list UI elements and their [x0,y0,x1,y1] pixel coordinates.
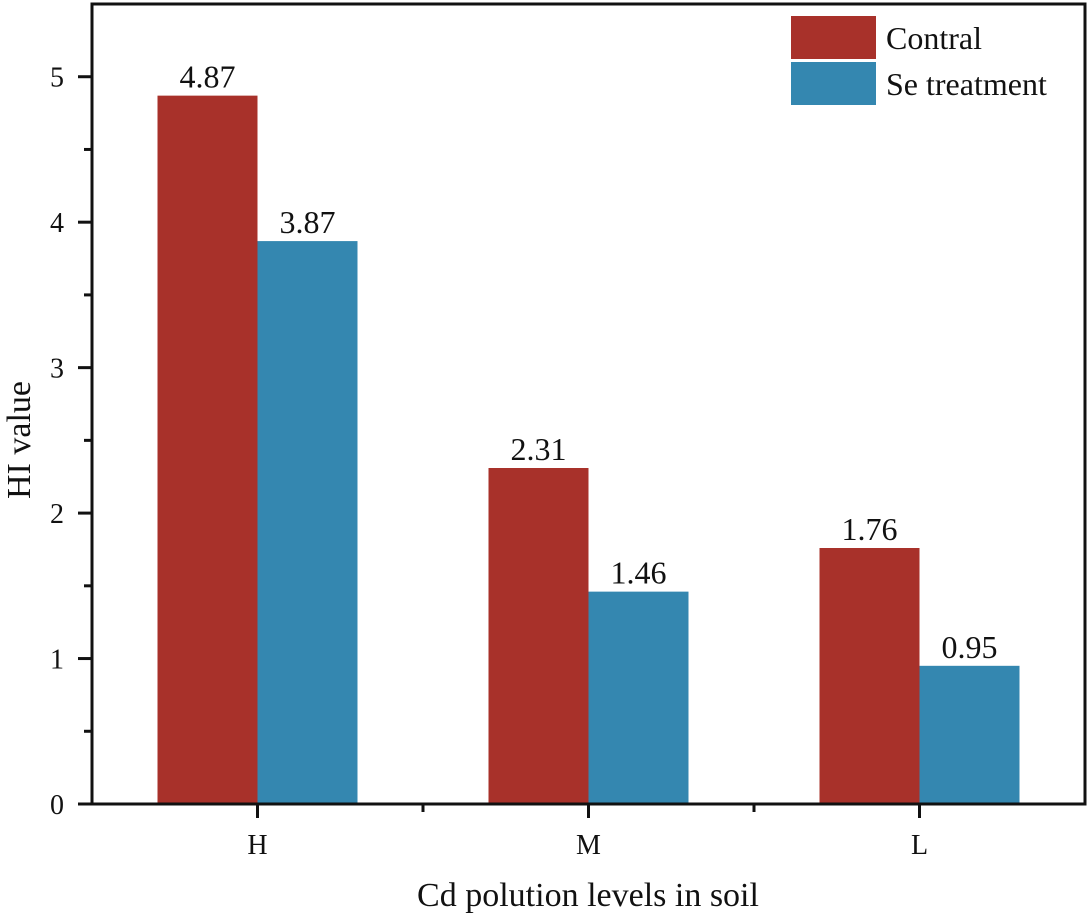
x-tick-label: L [911,830,928,861]
bars-layer [157,95,1020,805]
y-tick-label: 4 [50,208,64,239]
legend-label: Se treatment [886,66,1047,102]
axes-layer: 0 1 2 3 4 5 H M L [50,2,1087,861]
data-label: 4.87 [180,59,236,95]
data-label: 1.46 [611,555,667,591]
bar-H-contral [157,95,258,805]
x-tick-label: H [247,830,267,861]
bar-L-se-treatment [919,665,1020,804]
data-label: 2.31 [511,431,567,467]
y-tick-label: 1 [50,645,64,676]
x-tick-label: M [576,830,601,861]
y-tick-label: 2 [50,499,64,530]
y-axis-label: HI value [1,381,38,499]
legend-swatch-contral [791,16,876,59]
y-tick-label: 5 [50,63,64,94]
x-axis-label: Cd polution levels in soil [417,877,759,914]
bar-H-se-treatment [257,241,358,804]
data-labels-layer: 4.87 3.87 2.31 1.46 1.76 0.95 [180,59,998,665]
legend-label: Contral [886,20,982,56]
data-label: 3.87 [280,204,336,240]
data-label: 1.76 [842,511,898,547]
data-label: 0.95 [942,629,998,665]
bar-M-contral [488,468,589,804]
legend: Contral Se treatment [791,16,1047,105]
bar-M-se-treatment [588,591,689,804]
bar-L-contral [819,548,920,804]
y-tick-label: 3 [50,354,64,385]
legend-swatch-se-treatment [791,62,876,105]
y-tick-label: 0 [50,790,64,821]
